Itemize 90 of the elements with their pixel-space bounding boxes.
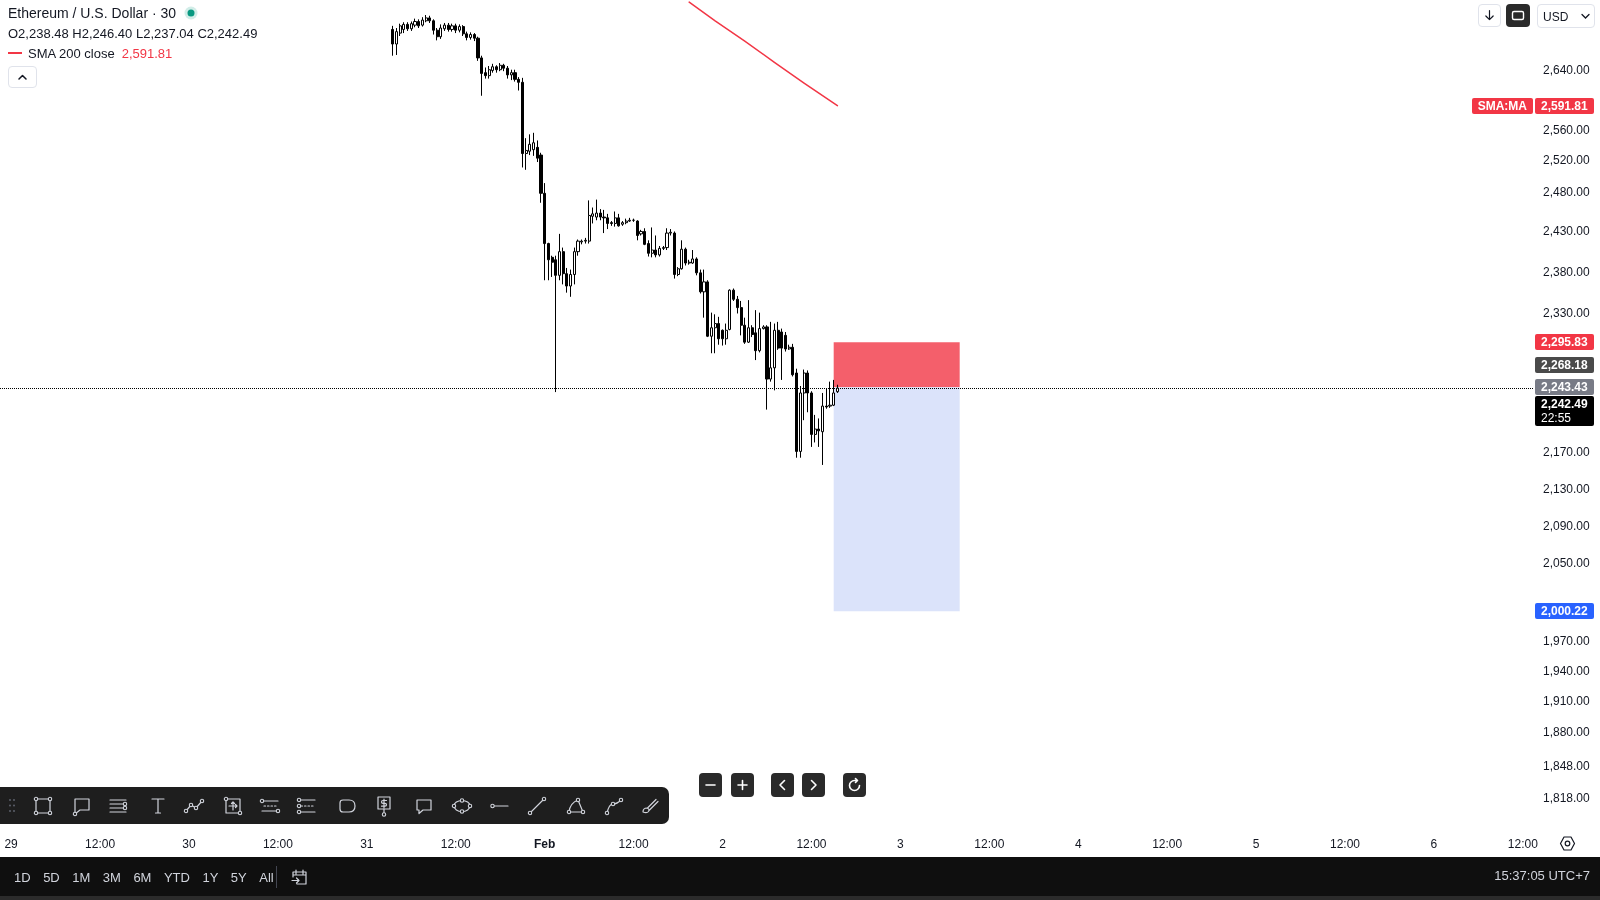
candlestick [391, 25, 394, 57]
text: 2,268.18 [1541, 357, 1589, 372]
candlestick [413, 18, 417, 28]
candlestick [651, 226, 654, 258]
candlestick [725, 323, 728, 346]
candlestick [728, 288, 731, 331]
candlestick [432, 18, 435, 36]
y-tick-label: 1,848.00 [1543, 758, 1591, 773]
text: 2,295.83 [1541, 335, 1589, 350]
x-tick-label: 12:00 [440, 837, 472, 851]
x-tick-label: 29 [4, 837, 19, 851]
candlestick [450, 23, 454, 33]
candlestick [595, 199, 598, 221]
annotation: O2,238.48 H2,246.40 L2,237.04 C2,242.49 [8, 25, 258, 41]
x-tick-label: Feb [534, 837, 556, 851]
candlestick [447, 22, 450, 33]
x-tick-label: 12:00 [1507, 837, 1539, 851]
candlestick [462, 24, 465, 37]
y-tick-label: 2,640.00 [1543, 62, 1591, 77]
candlestick [625, 218, 628, 225]
y-tick-label: 2,130.00 [1543, 481, 1591, 496]
y-tick-label: 1,880.00 [1543, 725, 1591, 740]
candlestick [521, 77, 524, 168]
candlestick [421, 16, 424, 28]
candlestick [406, 21, 409, 32]
y-tick-label: 2,090.00 [1543, 518, 1591, 533]
candlestick [469, 31, 472, 41]
legend-label: SMA 200 close [28, 45, 115, 61]
candlestick [495, 64, 498, 74]
x-tick-label: 12:00 [85, 837, 116, 851]
y-tick-label: 1,818.00 [1543, 790, 1591, 805]
candlestick [425, 14, 428, 23]
x-tick-label: 2 [719, 837, 727, 851]
candlestick [417, 18, 420, 29]
x-tick-label: 31 [360, 837, 374, 851]
y-tick-label: 2,430.00 [1543, 224, 1591, 239]
candlestick [673, 230, 676, 280]
y-tick-label: 2,480.00 [1543, 184, 1591, 199]
candlestick [395, 27, 398, 56]
bottom-bar: 1D 5D 1M 3M 6M YTD 1Y 5Y All 15:37:05 UTC+7 [0, 857, 1600, 896]
candlestick [614, 210, 617, 228]
candlestick [628, 217, 631, 223]
y-tick-label: 1,970.00 [1543, 634, 1591, 649]
y-tick-label: 2,330.00 [1543, 306, 1591, 321]
candlestick [617, 213, 620, 228]
y-tick-label: 2,380.00 [1543, 265, 1591, 280]
candlestick [754, 309, 757, 361]
x-tick-label: 12:00 [974, 837, 1005, 851]
x-tick-label: 12:00 [796, 837, 827, 851]
y-tick-label: 1,940.00 [1543, 663, 1591, 678]
y-tick-label: 2,050.00 [1543, 556, 1591, 571]
candlestick [506, 65, 509, 80]
x-tick-label: 12:00 [1330, 837, 1361, 851]
y-tick-label: 1,910.00 [1543, 694, 1591, 709]
x-tick-label: 6 [1430, 837, 1438, 851]
candlestick [402, 21, 405, 34]
text: 2,243.43 [1541, 380, 1589, 395]
x-tick-label: 30 [182, 837, 196, 851]
x-tick-label: 12:00 [1152, 837, 1183, 851]
x-tick-label: 4 [1074, 837, 1082, 851]
x-tick-label: 5 [1252, 837, 1260, 851]
candlestick [821, 392, 824, 466]
candlestick [439, 23, 442, 40]
x-tick-label: 12:00 [618, 837, 649, 851]
candlestick [510, 69, 513, 81]
candlestick [488, 65, 491, 80]
candlestick [714, 313, 717, 354]
text: 22:55 [1541, 411, 1573, 426]
candlestick [665, 227, 669, 251]
ref-line-label: 2,242.49 [1541, 397, 1589, 412]
x-tick-label: 3 [897, 837, 905, 851]
candlestick [602, 209, 606, 234]
annotation: 2,591.81 [121, 45, 173, 61]
candlestick [588, 199, 591, 245]
annotation: SMA:MA [1471, 97, 1533, 114]
candlestick [499, 62, 502, 72]
candlestick [458, 23, 461, 33]
y-tick-label: 2,170.00 [1543, 445, 1591, 460]
text: 2,591.81 [1541, 98, 1589, 113]
candlestick [636, 219, 639, 241]
y-tick-label: 2,520.00 [1543, 153, 1591, 168]
candlestick [410, 21, 413, 32]
x-tick-label: 12:00 [262, 837, 294, 851]
chart-title: Ethereum / U.S. Dollar · 30 [8, 5, 177, 21]
y-tick-label: 2,560.00 [1543, 122, 1591, 137]
candlestick [747, 299, 750, 344]
dropdown-field: USD [1537, 4, 1595, 28]
candlestick [606, 213, 609, 230]
candlestick [454, 23, 457, 34]
text: 2,000.22 [1541, 604, 1589, 619]
